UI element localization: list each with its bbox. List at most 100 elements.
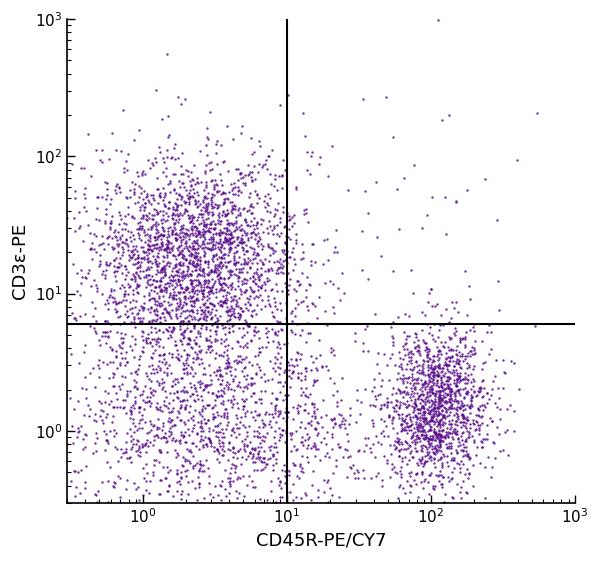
Point <box>425 431 434 440</box>
Point <box>275 388 285 397</box>
Point <box>212 444 221 453</box>
Point <box>168 169 178 178</box>
Point <box>158 206 168 215</box>
Point <box>454 438 464 447</box>
Point <box>263 266 272 275</box>
Point <box>465 420 475 429</box>
Point <box>172 266 182 275</box>
Point <box>415 421 424 430</box>
Point <box>441 360 451 369</box>
Point <box>480 175 490 184</box>
Point <box>178 330 187 339</box>
Point <box>118 243 127 252</box>
Point <box>253 259 262 268</box>
Point <box>167 436 177 445</box>
Point <box>152 252 162 261</box>
Point <box>221 229 231 238</box>
Point <box>421 342 431 351</box>
Point <box>296 280 305 289</box>
Point <box>437 483 446 492</box>
Point <box>246 200 256 209</box>
Point <box>211 288 221 297</box>
Point <box>403 419 412 428</box>
Point <box>236 129 246 138</box>
Point <box>411 446 421 455</box>
Point <box>238 366 247 375</box>
Point <box>203 135 213 144</box>
Point <box>455 338 465 347</box>
Point <box>464 454 473 463</box>
Point <box>258 228 268 237</box>
Point <box>128 231 137 240</box>
Point <box>219 250 229 259</box>
Point <box>437 406 446 415</box>
Point <box>183 338 193 347</box>
Point <box>140 199 149 208</box>
Point <box>185 292 195 301</box>
Point <box>224 266 233 275</box>
Point <box>85 411 94 420</box>
Point <box>400 388 409 397</box>
Point <box>161 268 170 277</box>
Point <box>184 213 193 222</box>
Point <box>183 293 193 302</box>
Point <box>413 408 423 417</box>
Point <box>166 153 175 162</box>
Point <box>228 204 238 213</box>
Point <box>266 179 276 188</box>
Point <box>188 292 198 301</box>
Point <box>466 325 475 334</box>
Point <box>474 406 484 415</box>
Point <box>199 289 208 298</box>
Point <box>221 293 231 302</box>
Point <box>202 440 211 449</box>
Point <box>486 472 496 481</box>
Point <box>152 431 161 440</box>
Point <box>203 288 212 297</box>
Point <box>431 427 441 436</box>
Point <box>274 436 284 445</box>
Point <box>98 267 108 276</box>
Point <box>248 150 257 159</box>
Point <box>231 420 241 429</box>
Point <box>122 429 132 438</box>
Point <box>130 245 140 254</box>
Point <box>301 391 311 400</box>
Point <box>157 264 167 273</box>
Point <box>233 446 243 455</box>
Point <box>374 468 383 477</box>
Point <box>457 375 466 384</box>
Point <box>170 341 180 350</box>
Point <box>139 490 148 499</box>
Point <box>418 365 427 374</box>
Point <box>270 404 280 413</box>
Point <box>405 421 415 430</box>
Point <box>189 335 199 344</box>
Point <box>139 206 148 215</box>
Point <box>443 380 452 389</box>
Point <box>194 228 204 237</box>
Point <box>169 290 178 299</box>
Point <box>422 448 431 457</box>
Point <box>137 346 146 355</box>
Point <box>275 298 284 307</box>
Point <box>184 425 193 434</box>
Point <box>190 276 199 285</box>
Point <box>238 402 248 411</box>
Point <box>95 341 104 350</box>
Point <box>428 384 437 393</box>
Point <box>175 243 184 252</box>
Point <box>236 173 246 182</box>
Point <box>422 445 431 454</box>
Point <box>289 284 299 293</box>
Point <box>176 224 185 233</box>
Point <box>147 245 157 254</box>
Point <box>242 442 252 450</box>
Point <box>167 422 176 431</box>
Point <box>152 425 162 434</box>
Point <box>250 351 260 360</box>
Point <box>212 329 221 338</box>
Point <box>92 192 102 201</box>
Point <box>180 306 190 315</box>
Point <box>196 242 205 251</box>
